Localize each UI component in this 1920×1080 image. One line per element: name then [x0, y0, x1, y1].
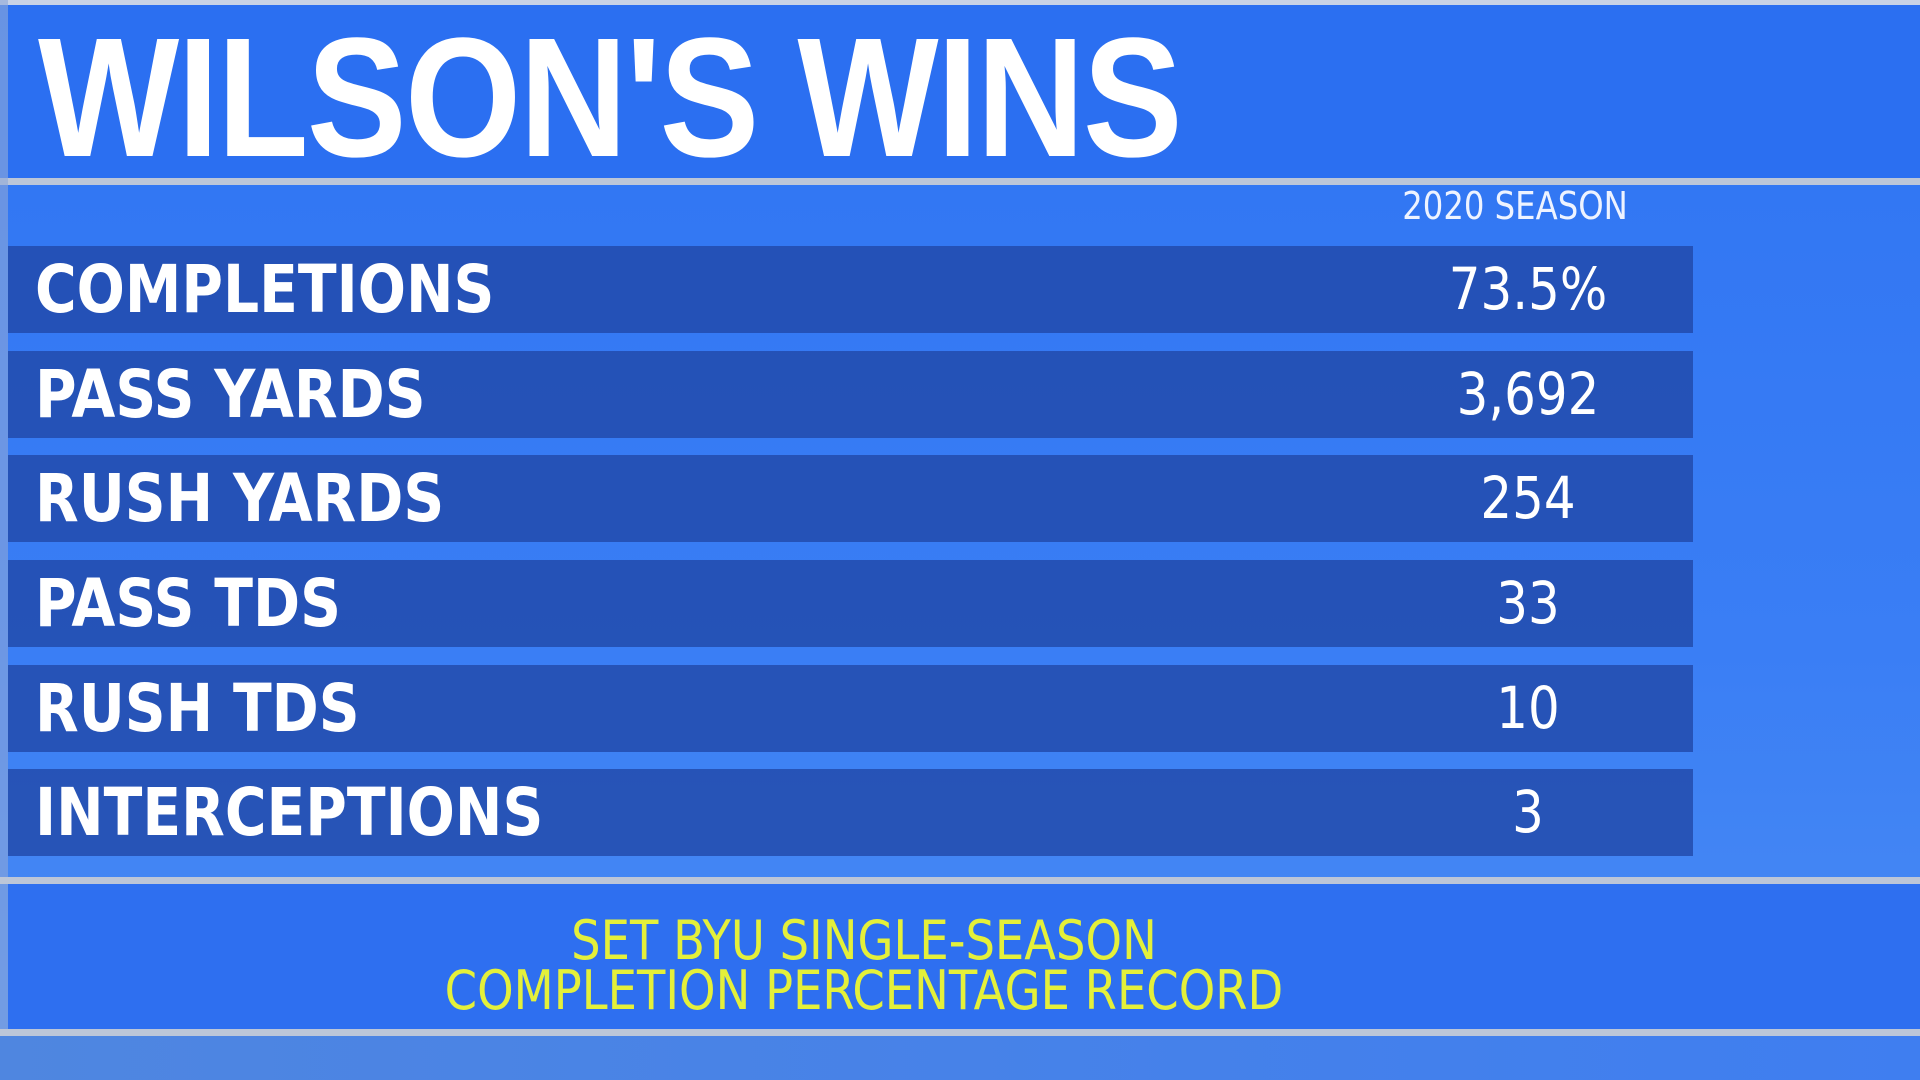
footer-panel: SET BYU SINGLE-SEASON COMPLETION PERCENT…: [8, 884, 1920, 1029]
stat-row: RUSH YARDS 254: [8, 455, 1693, 542]
column-header: 2020 SEASON: [1402, 184, 1628, 228]
stat-row: INTERCEPTIONS 3: [8, 769, 1693, 856]
stat-value: 3: [1512, 778, 1544, 846]
stat-label: PASS YARDS: [35, 356, 426, 433]
stat-value: 33: [1496, 569, 1560, 637]
top-border: [0, 0, 1920, 5]
stat-row: RUSH TDS 10: [8, 665, 1693, 752]
divider: [0, 178, 1920, 185]
divider: [0, 877, 1920, 884]
stat-row: COMPLETIONS 73.5%: [8, 246, 1693, 333]
stat-label: RUSH YARDS: [35, 460, 445, 537]
stat-value: 73.5%: [1448, 255, 1608, 323]
stat-value: 10: [1496, 674, 1560, 742]
stat-row: PASS TDS 33: [8, 560, 1693, 647]
stat-label: PASS TDS: [35, 565, 342, 642]
record-note-line1: SET BYU SINGLE-SEASON: [571, 909, 1157, 972]
stat-value: 3,692: [1456, 360, 1600, 428]
stat-row: PASS YARDS 3,692: [8, 351, 1693, 438]
stat-label: INTERCEPTIONS: [35, 774, 544, 851]
stat-label: RUSH TDS: [35, 670, 360, 747]
bottom-background: [0, 1036, 1920, 1080]
record-note-line2: COMPLETION PERCENTAGE RECORD: [444, 959, 1284, 1022]
page-title: WILSON'S WINS: [38, 3, 1183, 193]
header-panel: WILSON'S WINS: [8, 5, 1920, 183]
left-border: [0, 0, 8, 1036]
stat-label: COMPLETIONS: [35, 251, 495, 328]
divider: [0, 1029, 1920, 1036]
stat-value: 254: [1480, 464, 1576, 532]
